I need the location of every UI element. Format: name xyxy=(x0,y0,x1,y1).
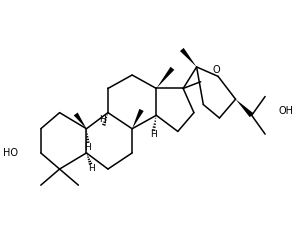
Polygon shape xyxy=(132,109,144,129)
Text: HO: HO xyxy=(3,148,18,158)
Text: H: H xyxy=(88,164,94,173)
Text: O: O xyxy=(213,65,221,76)
Polygon shape xyxy=(156,67,174,88)
Polygon shape xyxy=(236,99,254,117)
Polygon shape xyxy=(74,113,86,129)
Text: OH: OH xyxy=(279,106,294,116)
Text: H: H xyxy=(150,131,157,139)
Text: H: H xyxy=(99,115,106,124)
Text: H: H xyxy=(84,143,91,152)
Polygon shape xyxy=(180,48,197,67)
